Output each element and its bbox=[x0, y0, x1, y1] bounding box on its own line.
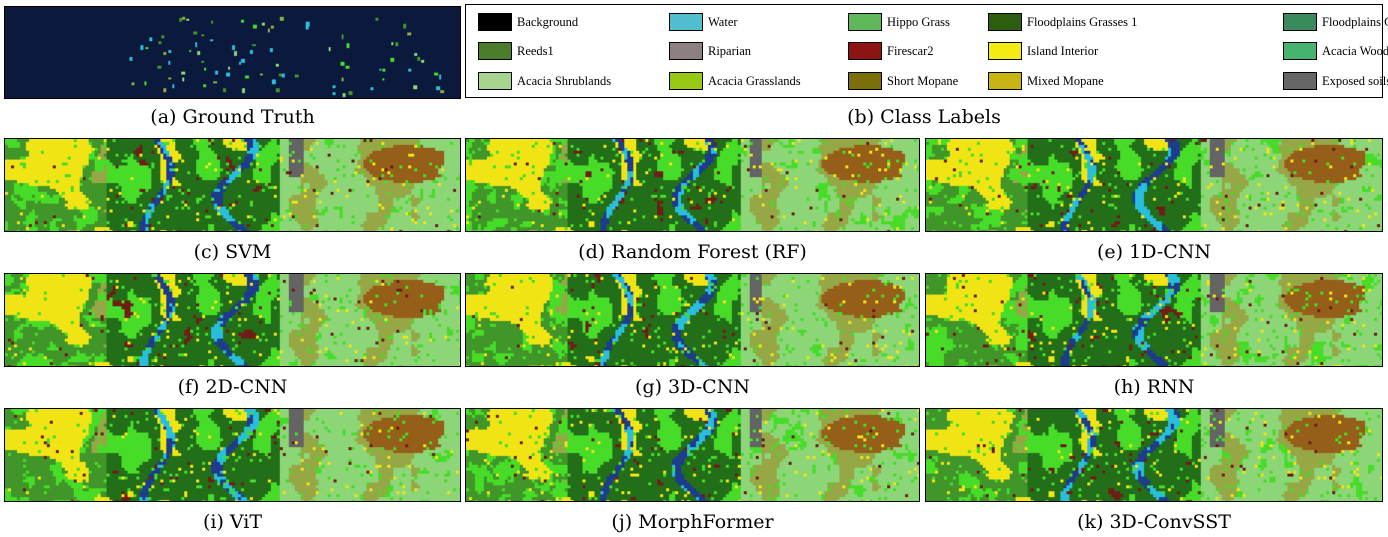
legend-label: Firescar2 bbox=[887, 43, 934, 58]
caption-k: (k) 3D-ConvSST bbox=[1077, 511, 1231, 533]
legend-label: Hippo Grass bbox=[887, 14, 950, 29]
legend-swatch bbox=[478, 42, 512, 60]
map-3d-cnn-canvas bbox=[466, 274, 919, 366]
legend-item: Firescar2 bbox=[848, 41, 934, 61]
legend-swatch bbox=[669, 42, 703, 60]
legend-item: Acacia Woodlands bbox=[1283, 41, 1388, 61]
caption-a: (a) Ground Truth bbox=[150, 106, 315, 128]
ground-truth-map bbox=[4, 6, 461, 99]
legend-item: Floodplains Grasses 1 bbox=[988, 12, 1137, 32]
legend-item: Island Interior bbox=[988, 41, 1098, 61]
caption-e: (e) 1D-CNN bbox=[1097, 241, 1211, 263]
caption-b: (b) Class Labels bbox=[847, 106, 1001, 128]
legend-swatch bbox=[1283, 42, 1317, 60]
legend-swatch bbox=[988, 72, 1022, 90]
ground-truth-canvas bbox=[5, 7, 460, 98]
caption-d: (d) Random Forest (RF) bbox=[578, 241, 807, 263]
map-rnn bbox=[925, 273, 1383, 367]
legend-label: Riparian bbox=[708, 43, 752, 58]
legend-item: Mixed Mopane bbox=[988, 71, 1104, 91]
legend-item: Riparian bbox=[669, 41, 751, 61]
caption-i: (i) ViT bbox=[202, 511, 263, 533]
caption-f: (f) 2D-CNN bbox=[177, 376, 288, 398]
legend-swatch bbox=[1283, 13, 1317, 31]
map-1d-cnn bbox=[925, 138, 1383, 232]
legend-label: Floodplains Grasses 2 bbox=[1322, 14, 1388, 29]
legend-item: Water bbox=[669, 12, 738, 32]
legend-swatch bbox=[848, 72, 882, 90]
map-3d-cnn bbox=[465, 273, 920, 367]
map-random-forest-canvas bbox=[466, 139, 919, 231]
legend-swatch bbox=[478, 13, 512, 31]
legend-label: Acacia Woodlands bbox=[1322, 43, 1388, 58]
map-morphformer-canvas bbox=[466, 409, 919, 501]
legend-item: Reeds1 bbox=[478, 41, 554, 61]
legend-label: Exposed soils bbox=[1322, 73, 1388, 88]
map-svm bbox=[4, 138, 461, 232]
map-2d-cnn bbox=[4, 273, 461, 367]
legend-label: Mixed Mopane bbox=[1027, 73, 1104, 88]
legend-label: Reeds1 bbox=[517, 43, 554, 58]
legend-item: Acacia Shrublands bbox=[478, 71, 611, 91]
map-vit bbox=[4, 408, 461, 502]
map-random-forest bbox=[465, 138, 920, 232]
class-legend: Background Water Hippo Grass Floodplains Gr… bbox=[465, 4, 1388, 98]
caption-j: (j) MorphFormer bbox=[611, 511, 774, 533]
legend-swatch bbox=[669, 72, 703, 90]
legend-label: Island Interior bbox=[1027, 43, 1099, 58]
legend-item: Exposed soils bbox=[1283, 71, 1388, 91]
map-morphformer bbox=[465, 408, 920, 502]
map-rnn-canvas bbox=[926, 274, 1382, 366]
legend-swatch bbox=[988, 13, 1022, 31]
map-vit-canvas bbox=[5, 409, 460, 501]
legend-label: Acacia Grasslands bbox=[708, 73, 801, 88]
legend-item: Hippo Grass bbox=[848, 12, 950, 32]
legend-item: Floodplains Grasses 2 bbox=[1283, 12, 1388, 32]
legend-label: Acacia Shrublands bbox=[517, 73, 612, 88]
legend-item: Acacia Grasslands bbox=[669, 71, 801, 91]
legend-label: Floodplains Grasses 1 bbox=[1027, 14, 1138, 29]
legend-swatch bbox=[1283, 72, 1317, 90]
caption-h: (h) RNN bbox=[1113, 376, 1195, 398]
legend-item: Short Mopane bbox=[848, 71, 958, 91]
map-3d-convsst bbox=[925, 408, 1383, 502]
map-2d-cnn-canvas bbox=[5, 274, 460, 366]
legend-swatch bbox=[848, 42, 882, 60]
map-svm-canvas bbox=[5, 139, 460, 231]
legend-swatch bbox=[848, 13, 882, 31]
legend-swatch bbox=[988, 42, 1022, 60]
legend-swatch bbox=[669, 13, 703, 31]
legend-label: Short Mopane bbox=[887, 73, 959, 88]
map-3d-convsst-canvas bbox=[926, 409, 1382, 501]
legend-item: Background bbox=[478, 12, 578, 32]
caption-g: (g) 3D-CNN bbox=[635, 376, 750, 398]
map-1d-cnn-canvas bbox=[926, 139, 1382, 231]
caption-c: (c) SVM bbox=[193, 241, 272, 263]
legend-swatch bbox=[478, 72, 512, 90]
legend-label: Water bbox=[708, 14, 738, 29]
legend-label: Background bbox=[517, 14, 579, 29]
